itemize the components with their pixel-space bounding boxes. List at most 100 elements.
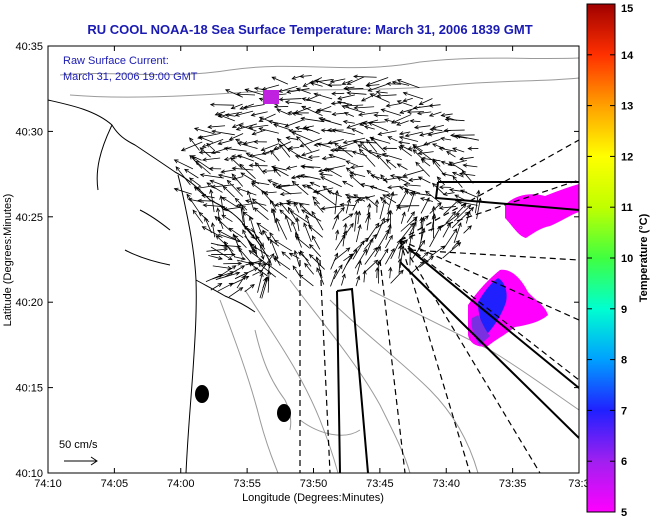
current-vector: [180, 141, 203, 152]
current-vector: [398, 135, 419, 142]
current-vector: [294, 231, 302, 248]
current-vector: [331, 128, 355, 136]
current-vector: [258, 127, 279, 134]
current-vector: [463, 225, 472, 234]
current-vector: [311, 235, 321, 250]
current-vector: [284, 214, 292, 233]
current-vector: [261, 253, 275, 271]
current-vector: [391, 80, 410, 86]
current-vector: [210, 246, 233, 261]
current-vector: [273, 239, 292, 252]
current-vector: [217, 173, 234, 179]
current-vector: [376, 154, 392, 170]
current-vector: [291, 131, 313, 142]
current-vector: [197, 198, 215, 203]
current-vector: [396, 79, 420, 89]
plot-background: [48, 46, 579, 473]
current-vector: [248, 124, 269, 130]
current-vector: [370, 136, 386, 153]
colorbar-tick-label: 7: [621, 405, 627, 417]
current-vector: [316, 142, 331, 148]
current-vector: [244, 88, 265, 96]
colorbar-tick-label: 8: [621, 355, 627, 367]
current-vector: [291, 180, 309, 196]
current-vector: [455, 134, 479, 141]
current-vector: [311, 210, 324, 231]
current-vector: [251, 227, 265, 248]
current-vector: [438, 146, 457, 152]
current-vector: [345, 198, 351, 214]
current-vector: [404, 131, 423, 138]
current-vector: [300, 164, 321, 169]
current-vector: [217, 139, 233, 146]
current-vector: [402, 97, 413, 103]
current-vector: [210, 283, 223, 291]
current-vector: [342, 119, 355, 125]
current-vector: [211, 252, 236, 257]
current-vector: [385, 159, 397, 169]
current-vector: [448, 161, 464, 171]
current-vector: [417, 176, 431, 184]
current-vector: [345, 160, 358, 167]
x-tick-label: 74:05: [101, 478, 129, 490]
current-vector: [192, 209, 204, 224]
current-vector: [356, 260, 362, 275]
current-vector: [295, 217, 300, 232]
current-vector: [364, 233, 377, 250]
current-vector: [339, 202, 356, 207]
colorbar-label: Temperature (°C): [638, 213, 650, 302]
current-vector: [331, 111, 346, 117]
current-vector: [285, 136, 298, 141]
current-vector: [360, 182, 378, 189]
current-vector: [278, 97, 302, 102]
current-vector: [431, 182, 446, 196]
current-vector: [267, 179, 279, 185]
current-vector: [341, 104, 366, 114]
current-vector: [276, 108, 291, 116]
current-vector: [252, 270, 264, 276]
current-vector: [424, 190, 441, 204]
current-vector: [373, 113, 389, 118]
current-vector: [189, 137, 200, 151]
current-vector: [344, 86, 364, 92]
current-vector: [406, 211, 415, 223]
current-vector: [239, 163, 256, 180]
current-vector: [412, 239, 426, 259]
current-vector: [235, 123, 257, 131]
current-vector: [261, 276, 269, 299]
current-vector: [270, 207, 280, 232]
current-vector: [423, 138, 441, 146]
current-vector: [302, 77, 323, 87]
current-vector: [278, 143, 291, 158]
current-vector: [429, 127, 443, 132]
current-vector: [320, 205, 345, 211]
current-vector: [295, 87, 311, 94]
current-vector: [428, 103, 441, 108]
current-vector: [431, 143, 445, 150]
current-vector: [350, 165, 364, 170]
current-vector: [198, 211, 210, 223]
current-vector: [286, 148, 303, 159]
current-vector: [343, 112, 355, 117]
current-vector: [346, 222, 354, 233]
current-vector: [320, 176, 342, 188]
current-vector: [370, 174, 387, 181]
current-vector: [240, 206, 246, 230]
current-vector: [226, 179, 244, 197]
surface-current-vectors: [173, 74, 482, 299]
current-vector: [268, 119, 289, 126]
current-vector: [300, 209, 322, 222]
current-vector: [359, 140, 369, 151]
x-axis-label: Longitude (Degrees:Minutes): [242, 492, 384, 504]
current-vector: [412, 145, 432, 161]
current-vector: [214, 111, 226, 116]
current-vector: [396, 189, 409, 211]
colorbar-tick-label: 5: [621, 507, 627, 519]
current-vector: [276, 217, 288, 240]
current-vector: [374, 199, 380, 213]
current-vector: [369, 185, 389, 193]
current-vector: [246, 190, 255, 211]
current-vector: [429, 202, 442, 214]
current-vector: [331, 91, 345, 96]
